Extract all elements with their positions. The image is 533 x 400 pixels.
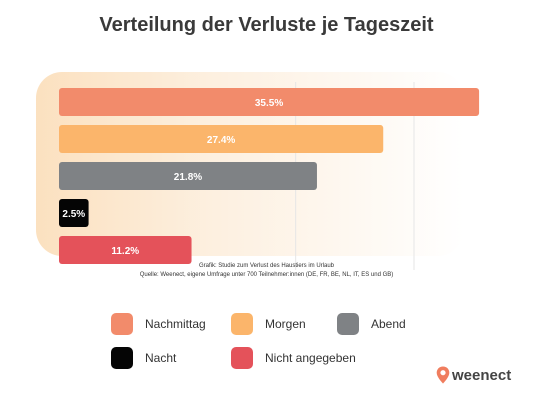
source-caption-line1: Grafik: Studie zum Verlust des Haustiers… <box>198 263 335 269</box>
location-pin-icon <box>436 366 450 384</box>
bar-morgen <box>59 125 384 153</box>
bar-nachmittag <box>59 88 480 116</box>
bar-value-label: 35.5% <box>255 98 283 109</box>
legend-label: Morgen <box>265 317 306 331</box>
legend-item-nachmittag: Nachmittag <box>111 313 206 335</box>
legend-item-nacht: Nacht <box>111 347 176 369</box>
legend-label: Nacht <box>145 351 177 365</box>
bar-value-label: 11.2% <box>111 246 139 257</box>
bar-value-label: 2.5% <box>62 209 85 220</box>
legend-swatch-nacht <box>111 347 133 369</box>
legend-item-morgen: Morgen <box>231 313 306 335</box>
bar-value-label: 27.4% <box>207 135 235 146</box>
bar-abend <box>59 162 317 190</box>
legend-swatch-nicht-angegeben <box>231 347 253 369</box>
source-caption-line2: Quelle: Weenect, eigene Umfrage unter 70… <box>139 272 394 278</box>
legend-swatch-abend <box>337 313 359 335</box>
bar-nicht-angegeben <box>59 236 192 264</box>
legend-label: Nicht angegeben <box>265 351 356 365</box>
bar-value-label: 21.8% <box>174 172 202 183</box>
bar-nacht <box>59 199 89 227</box>
logo-text: weenect <box>452 366 512 384</box>
legend-item-abend: Abend <box>337 313 406 335</box>
legend-item-nicht-angegeben: Nicht angegeben <box>231 347 356 369</box>
legend-swatch-nachmittag <box>111 313 133 335</box>
legend-swatch-morgen <box>231 313 253 335</box>
legend-label: Abend <box>371 317 406 331</box>
chart-title: Verteilung der Verluste je Tageszeit <box>99 14 434 36</box>
weenect-logo: weenect <box>436 366 511 384</box>
legend-label: Nachmittag <box>145 317 206 331</box>
